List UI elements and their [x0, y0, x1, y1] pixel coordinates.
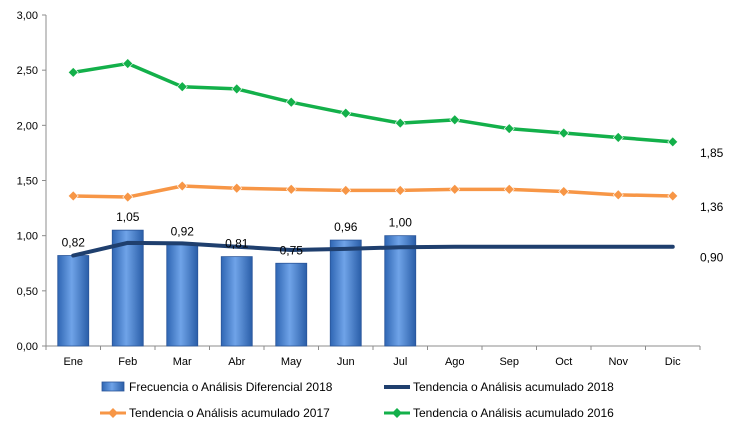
y-tick-label: 0,00 — [17, 341, 38, 353]
x-tick-label: Nov — [608, 356, 628, 368]
series-point — [231, 83, 243, 95]
bar-data-label: 0,82 — [62, 236, 86, 250]
series-line — [71, 240, 675, 258]
bar — [111, 229, 144, 347]
x-tick-label: Jul — [393, 356, 407, 368]
series-point — [176, 180, 188, 192]
x-tick-label: Ago — [445, 356, 465, 368]
bar-data-label: 0,75 — [280, 243, 304, 257]
bar-data-label: 0,92 — [171, 224, 195, 238]
legend-swatch — [101, 381, 125, 392]
x-tick-label: Feb — [118, 356, 137, 368]
series-point — [176, 81, 188, 93]
series-point — [449, 114, 461, 126]
series-end-label: 0,90 — [700, 251, 724, 265]
bar-data-label: 0,81 — [225, 237, 249, 251]
x-tick-label: Ene — [63, 356, 83, 368]
bar-data-label: 0,96 — [334, 220, 358, 234]
series-point — [285, 96, 297, 108]
bar — [329, 239, 362, 347]
series-point — [667, 190, 679, 202]
series-point — [394, 185, 406, 196]
legend-item: Tendencia o Análisis acumulado 2018 — [384, 380, 614, 394]
series-point — [558, 186, 570, 197]
series-point — [67, 190, 79, 202]
series-point — [394, 117, 406, 129]
x-tick-label: Abr — [228, 356, 245, 368]
bar-series — [57, 229, 417, 347]
legend-label: Frecuencia o Análisis Diferencial 2018 — [129, 380, 333, 394]
legend-item: Tendencia o Análisis acumulado 2016 — [384, 406, 614, 420]
legend: Frecuencia o Análisis Diferencial 2018 Te… — [100, 380, 614, 420]
y-tick-label: 2,00 — [17, 120, 38, 132]
bar — [220, 256, 253, 347]
series-point — [449, 183, 461, 195]
y-tick-label: 0,50 — [17, 286, 38, 298]
legend-marker — [108, 408, 118, 418]
x-tick-label: Dic — [665, 356, 681, 368]
legend-label: Tendencia o Análisis acumulado 2018 — [413, 380, 614, 394]
series-group — [71, 240, 675, 258]
x-tick-label: Mar — [173, 356, 192, 368]
series-group — [67, 58, 679, 148]
legend-label: Tendencia o Análisis acumulado 2017 — [129, 406, 330, 420]
series-point — [558, 127, 570, 139]
legend-item: Frecuencia o Análisis Diferencial 2018 — [101, 380, 333, 394]
series-point — [340, 107, 352, 119]
line-series — [67, 58, 679, 258]
bar — [384, 235, 417, 347]
series-point — [231, 182, 243, 194]
x-tick-label: Jun — [337, 356, 355, 368]
series-end-label: 1,85 — [700, 146, 724, 160]
y-tick-label: 2,50 — [17, 65, 38, 77]
y-tick-label: 3,00 — [17, 10, 38, 22]
series-point — [122, 58, 134, 69]
bar — [57, 255, 90, 347]
legend-marker — [392, 408, 402, 418]
x-tick-label: Sep — [499, 356, 519, 368]
series-group — [67, 180, 679, 203]
series-point — [612, 132, 624, 143]
bar — [166, 244, 199, 347]
y-tick-label: 1,50 — [17, 176, 38, 188]
legend-label: Tendencia o Análisis acumulado 2016 — [413, 406, 614, 420]
bar-data-label: 1,00 — [389, 216, 413, 230]
series-point — [340, 185, 352, 196]
y-tick-label: 1,00 — [17, 231, 38, 243]
axes: 0,00 0,50 1,00 1,50 2,00 2,50 3,00 Ene Feb Mar Abr… — [17, 10, 701, 368]
bar-data-label: 1,05 — [116, 210, 140, 224]
x-tick-label: May — [281, 356, 302, 368]
series-point — [503, 123, 515, 135]
series-point — [67, 66, 79, 78]
series-point — [122, 191, 134, 203]
series-point — [285, 183, 297, 195]
data-labels: 0,82 1,05 0,92 0,81 0,75 0,96 1,00 0,90 1,36 1,85 — [62, 146, 724, 265]
x-tick-label: Oct — [555, 356, 572, 368]
series-end-label: 1,36 — [700, 200, 724, 214]
series-line — [71, 61, 675, 144]
series-point — [612, 189, 624, 201]
bar — [275, 262, 308, 347]
series-point — [667, 136, 679, 148]
legend-item: Tendencia o Análisis acumulado 2017 — [100, 406, 330, 420]
series-line — [71, 184, 675, 199]
series-point — [503, 183, 515, 195]
